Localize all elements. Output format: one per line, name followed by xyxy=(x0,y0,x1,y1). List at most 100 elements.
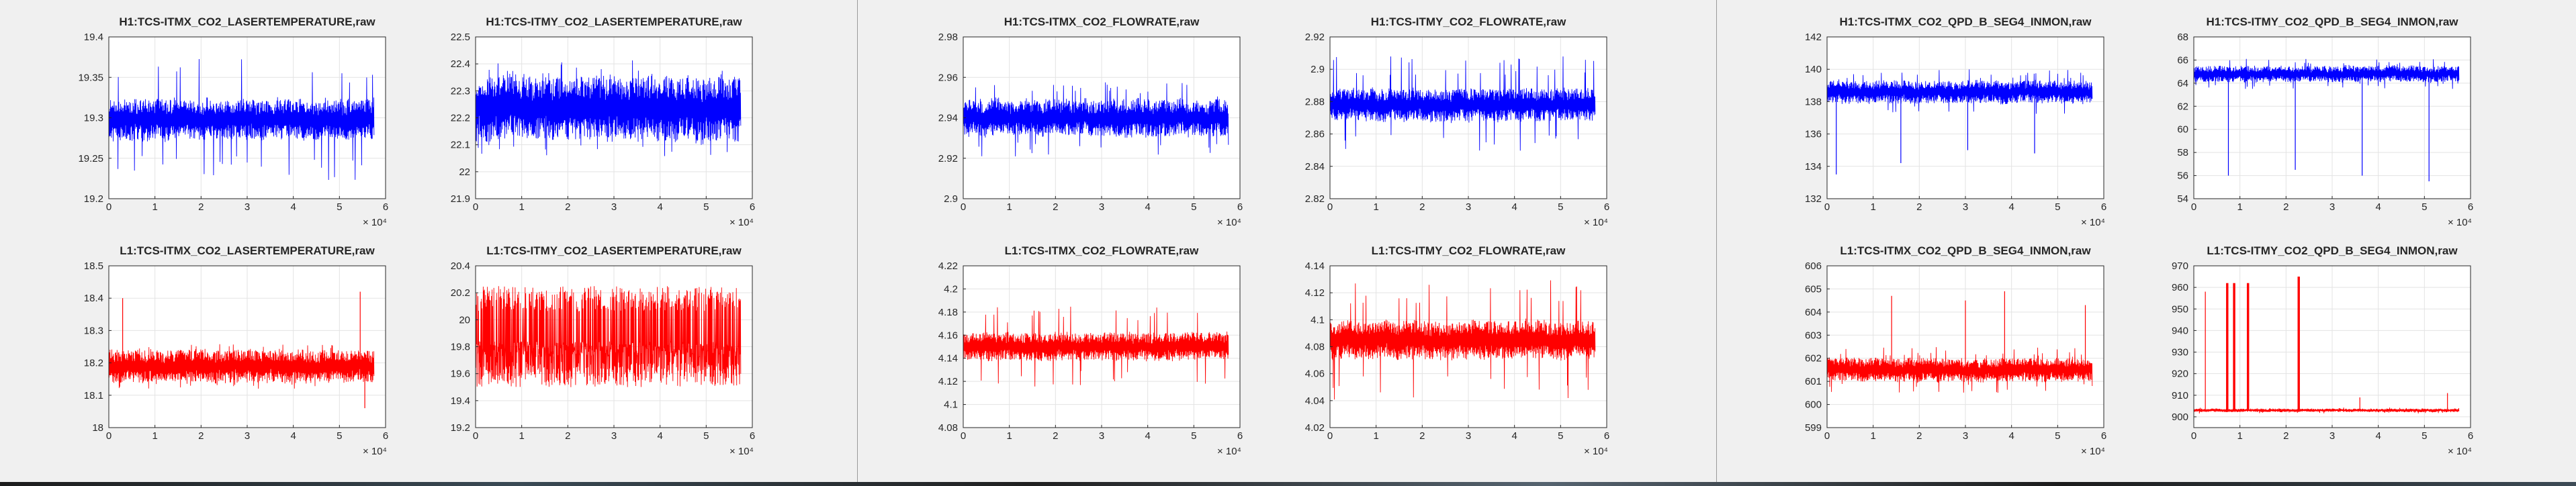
x-tick-label: 1 xyxy=(2237,201,2242,213)
y-tick-label: 920 xyxy=(2172,369,2188,380)
y-tick-label: 19.4 xyxy=(451,395,470,407)
chart-title: H1:TCS-ITMY_CO2_QPD_B_SEG4_INMON,raw xyxy=(2206,15,2458,28)
y-tick-label: 18.2 xyxy=(84,358,103,369)
x-tick-label: 2 xyxy=(1419,430,1425,442)
x-tick-label: 0 xyxy=(961,430,966,442)
y-tick-label: 4.14 xyxy=(1305,260,1325,272)
x-tick-label: 1 xyxy=(519,430,524,442)
x-tick-label: 3 xyxy=(611,201,617,213)
series-line xyxy=(1330,56,1596,151)
y-tick-label: 18.1 xyxy=(84,390,103,401)
y-tick-label: 22.2 xyxy=(451,113,470,124)
chart-title: H1:TCS-ITMY_CO2_LASERTEMPERATURE,raw xyxy=(486,15,742,28)
y-tick-label: 602 xyxy=(1805,353,1822,364)
chart-title: L1:TCS-ITMY_CO2_LASERTEMPERATURE,raw xyxy=(486,244,742,257)
y-tick-label: 4.08 xyxy=(1305,342,1325,353)
x-tick-label: 0 xyxy=(2191,201,2196,213)
x-tick-label: 5 xyxy=(703,201,709,213)
y-tick-label: 134 xyxy=(1805,161,1822,173)
y-tick-label: 4.1 xyxy=(944,399,958,411)
x-tick-label: 2 xyxy=(2283,430,2289,442)
chart-axes: 0 1 2 3 4 5 6 4.02 4.04 4.06 4.08 4.1 4.12 4.14 × 10⁴ L… xyxy=(1305,244,1609,457)
chart-axes: 0 1 2 3 4 5 6 21.9 22 22.1 22.2 22.3 22.4 22.5 × 10⁴ H1… xyxy=(451,15,755,228)
chart-axes: 0 1 2 3 4 5 6 2.9 2.92 2.94 2.96 2.98 × 10⁴ H1:TCS-IT… xyxy=(938,15,1243,228)
x-tick-label: 2 xyxy=(198,430,204,442)
series-line xyxy=(963,82,1229,156)
x-tick-label: 3 xyxy=(2329,430,2335,442)
y-tick-label: 62 xyxy=(2177,101,2188,112)
y-tick-label: 19.35 xyxy=(78,72,103,83)
x-tick-label: 4 xyxy=(290,430,296,442)
y-tick-label: 603 xyxy=(1805,330,1822,341)
x-tick-label: 3 xyxy=(1963,430,1968,442)
chart-axes: 0 1 2 3 4 5 6 2.82 2.84 2.86 2.88 2.9 2.92 × 10⁴ H1:TC… xyxy=(1305,15,1609,228)
chart-title: L1:TCS-ITMX_CO2_FLOWRATE,raw xyxy=(1005,244,1199,257)
series-group xyxy=(963,82,1229,156)
y-tick-label: 4.12 xyxy=(938,376,958,387)
series-group xyxy=(1827,69,2093,175)
chart-axes: 0 1 2 3 4 5 6 599 600 601 602 603 604 605 606 × 10⁴ L1:T… xyxy=(1805,244,2106,457)
y-tick-label: 2.86 xyxy=(1305,129,1325,140)
x-tick-label: 4 xyxy=(1511,201,1517,213)
series-group xyxy=(2194,58,2460,182)
x-tick-label: 4 xyxy=(290,201,296,213)
x-tick-label: 3 xyxy=(245,430,250,442)
x-exponent-label: × 10⁴ xyxy=(1217,217,1241,228)
x-tick-label: 1 xyxy=(1373,430,1378,442)
x-tick-label: 6 xyxy=(1237,430,1243,442)
y-tick-label: 18.5 xyxy=(84,260,103,272)
y-tick-label: 4.16 xyxy=(938,330,958,341)
x-tick-label: 6 xyxy=(1237,201,1243,213)
y-tick-label: 2.88 xyxy=(1305,96,1325,107)
x-tick-label: 0 xyxy=(2191,430,2196,442)
y-tick-label: 4.08 xyxy=(938,422,958,434)
x-tick-label: 0 xyxy=(106,201,112,213)
series-plateau xyxy=(2297,277,2300,411)
x-tick-label: 0 xyxy=(961,201,966,213)
x-tick-label: 5 xyxy=(2422,201,2427,213)
y-tick-label: 970 xyxy=(2172,260,2188,272)
x-tick-label: 0 xyxy=(106,430,112,442)
chart-axes: 0 1 2 3 4 5 6 132 134 136 138 140 142 × 10⁴ H1:TCS-ITM… xyxy=(1805,15,2106,228)
y-tick-label: 605 xyxy=(1805,283,1822,295)
y-tick-label: 2.92 xyxy=(938,153,958,164)
y-tick-label: 940 xyxy=(2172,325,2188,336)
y-tick-label: 138 xyxy=(1805,96,1822,107)
x-exponent-label: × 10⁴ xyxy=(2081,217,2105,228)
y-tick-label: 136 xyxy=(1805,129,1822,140)
x-tick-label: 3 xyxy=(611,430,617,442)
chart-title: H1:TCS-ITMX_CO2_LASERTEMPERATURE,raw xyxy=(119,15,375,28)
x-tick-label: 1 xyxy=(1870,201,1875,213)
x-tick-label: 3 xyxy=(1466,430,1471,442)
y-tick-label: 19.2 xyxy=(84,193,103,205)
y-tick-label: 22 xyxy=(459,166,470,178)
y-tick-label: 2.92 xyxy=(1305,32,1325,43)
x-tick-label: 5 xyxy=(337,430,342,442)
x-tick-label: 0 xyxy=(1327,201,1333,213)
series-line xyxy=(963,306,1229,387)
series-line xyxy=(1827,69,2093,114)
series-group xyxy=(1827,291,2093,393)
chart-1: 0 1 2 3 4 5 6 19.2 19.25 19.3 19.35 19.4 × 10⁴ H1:TCS… xyxy=(78,15,388,228)
series-line xyxy=(1330,280,1596,400)
series-group xyxy=(1330,280,1596,400)
y-tick-label: 18.4 xyxy=(84,293,103,304)
y-tick-label: 4.14 xyxy=(938,353,958,364)
chart-2: 0 1 2 3 4 5 6 21.9 22 22.1 22.2 22.3 22.4 22.5 × 10⁴ H1… xyxy=(451,15,755,228)
chart-9: 0 1 2 3 4 5 6 4.08 4.1 4.12 4.14 4.16 4.18 4.2 4.22 × 1… xyxy=(938,244,1243,457)
y-tick-label: 2.94 xyxy=(938,113,958,124)
y-tick-label: 20 xyxy=(459,314,470,326)
y-tick-label: 599 xyxy=(1805,422,1822,434)
y-tick-label: 132 xyxy=(1805,193,1822,205)
y-tick-label: 56 xyxy=(2177,171,2188,182)
y-tick-label: 4.18 xyxy=(938,307,958,318)
chart-4: 0 1 2 3 4 5 6 2.82 2.84 2.86 2.88 2.9 2.92 × 10⁴ H1:TC… xyxy=(1305,15,1609,228)
y-tick-label: 2.82 xyxy=(1305,193,1325,205)
chart-title: L1:TCS-ITMY_CO2_FLOWRATE,raw xyxy=(1372,244,1566,257)
x-tick-label: 6 xyxy=(2468,430,2473,442)
y-tick-label: 20.2 xyxy=(451,287,470,299)
x-tick-label: 6 xyxy=(1604,201,1609,213)
series-line xyxy=(476,286,742,387)
